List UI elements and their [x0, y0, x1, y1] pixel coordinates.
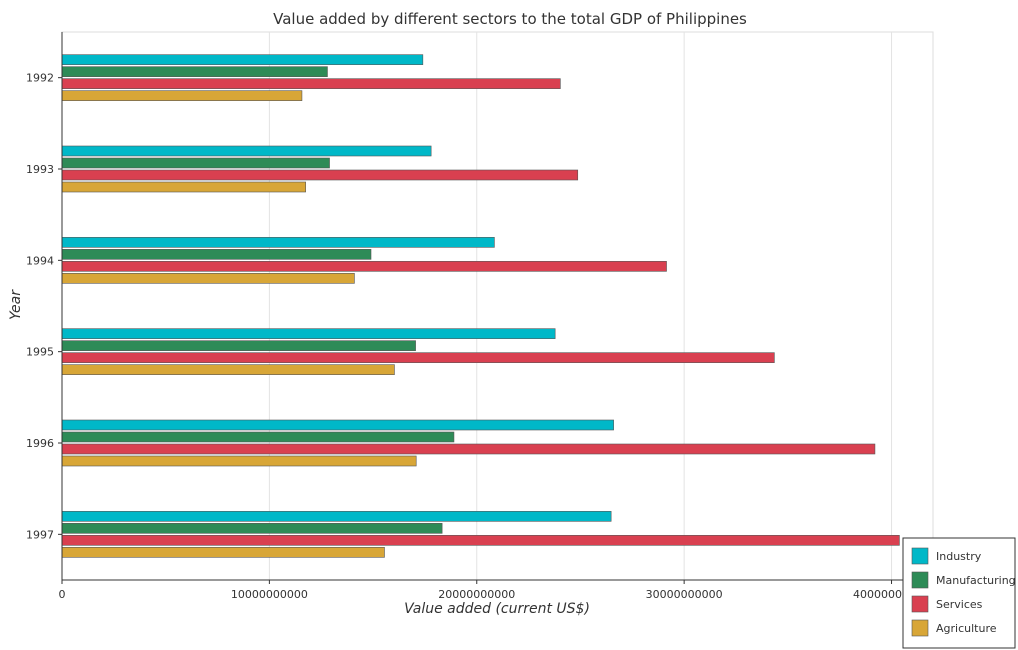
bars: [61, 54, 900, 558]
bar-services-1997: [61, 535, 900, 546]
y-tick-label: 1993: [26, 163, 54, 176]
bar-agriculture-1995: [61, 364, 395, 375]
y-tick-label: 1994: [26, 254, 54, 267]
bar-services-1996: [61, 443, 876, 455]
y-axis-label: Year: [8, 289, 24, 320]
legend-label-agriculture: Agriculture: [936, 622, 997, 635]
x-tick-label: 10000000000: [231, 588, 308, 601]
bar-services-1995: [61, 352, 775, 363]
x-tick-label: 30000000000: [646, 588, 723, 601]
legend-swatch-industry: [911, 547, 929, 565]
bar-services-1994: [61, 261, 667, 272]
bar-industry-1992: [61, 54, 424, 65]
bar-services-1993: [61, 169, 579, 181]
x-axis-label: Value added (current US$): [404, 601, 590, 617]
plot-area: [61, 31, 934, 581]
bar-manufacturing-1993: [61, 157, 330, 169]
y-tick-label: 1995: [26, 346, 54, 359]
y-tick-label: 1997: [26, 528, 54, 541]
bar-industry-1994: [61, 237, 495, 248]
bar-manufacturing-1997: [61, 523, 443, 534]
bar-industry-1993: [61, 145, 432, 157]
bar-agriculture-1997: [61, 547, 385, 558]
x-tick-label: 20000000000: [438, 588, 515, 601]
bar-agriculture-1993: [61, 181, 306, 193]
bar-agriculture-1994: [61, 273, 355, 284]
bar-agriculture-1996: [61, 455, 417, 467]
x-tick-label: 0: [59, 588, 66, 601]
bar-manufacturing-1995: [61, 340, 416, 351]
y-axis-ticks: 1992 1993 1994 1995 1996 1997: [26, 72, 62, 541]
legend-swatch-manufacturing: [911, 571, 929, 589]
bar-industry-1996: [61, 419, 614, 431]
bar-industry-1997: [61, 511, 612, 522]
legend: Industry Manufacturing Services Agriculture: [902, 537, 1016, 649]
bar-manufacturing-1994: [61, 249, 372, 260]
legend-label-manufacturing: Manufacturing: [936, 574, 1016, 587]
bar-industry-1995: [61, 328, 556, 339]
legend-label-services: Services: [936, 598, 983, 611]
bar-manufacturing-1992: [61, 66, 328, 77]
y-tick-label: 1992: [26, 72, 54, 85]
legend-label-industry: Industry: [936, 550, 982, 563]
legend-swatch-agriculture: [911, 619, 929, 637]
y-tick-label: 1996: [26, 437, 54, 450]
bar-manufacturing-1996: [61, 431, 455, 443]
chart-title: Value added by different sectors to the …: [273, 10, 747, 28]
legend-swatch-services: [911, 595, 929, 613]
bar-agriculture-1992: [61, 90, 303, 101]
bar-services-1992: [61, 78, 561, 89]
